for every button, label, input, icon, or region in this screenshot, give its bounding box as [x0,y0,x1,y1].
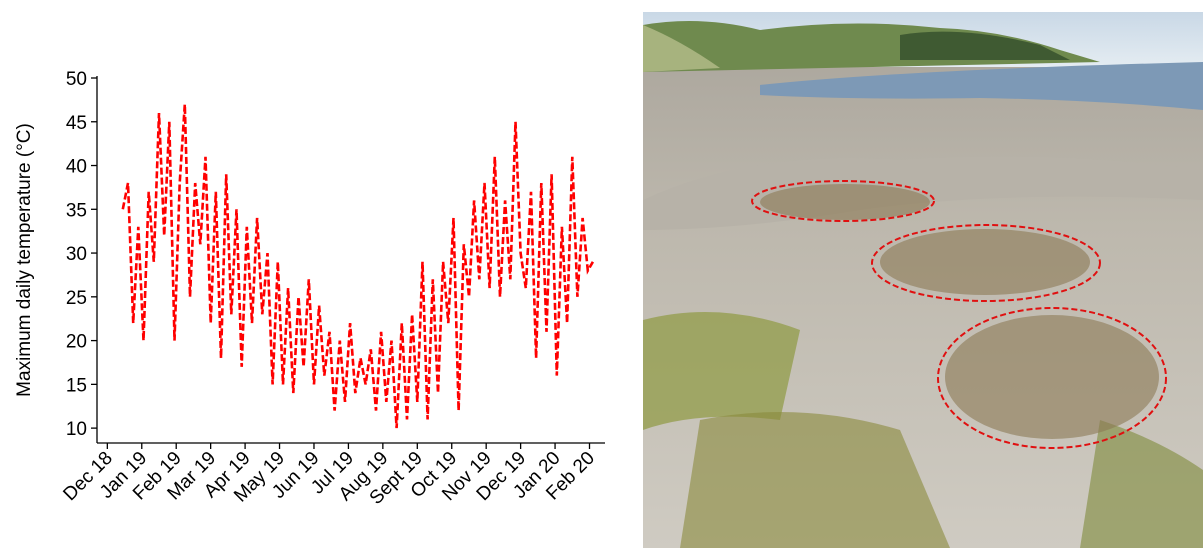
y-tick-label: 20 [66,332,87,353]
y-tick-label: 25 [66,288,87,309]
y-tick-label: 40 [66,157,87,178]
y-axis-label: Maximum daily temperature (°C) [14,123,35,397]
y-tick-label: 15 [66,375,87,396]
y-tick-label: 10 [66,419,87,440]
y-tick-label: 50 [66,69,87,90]
y-tick-label: 45 [66,113,87,134]
y-tick-label: 30 [66,244,87,265]
y-tick-label: 35 [66,200,87,221]
photo [643,12,1203,548]
temperature-line [121,104,595,429]
